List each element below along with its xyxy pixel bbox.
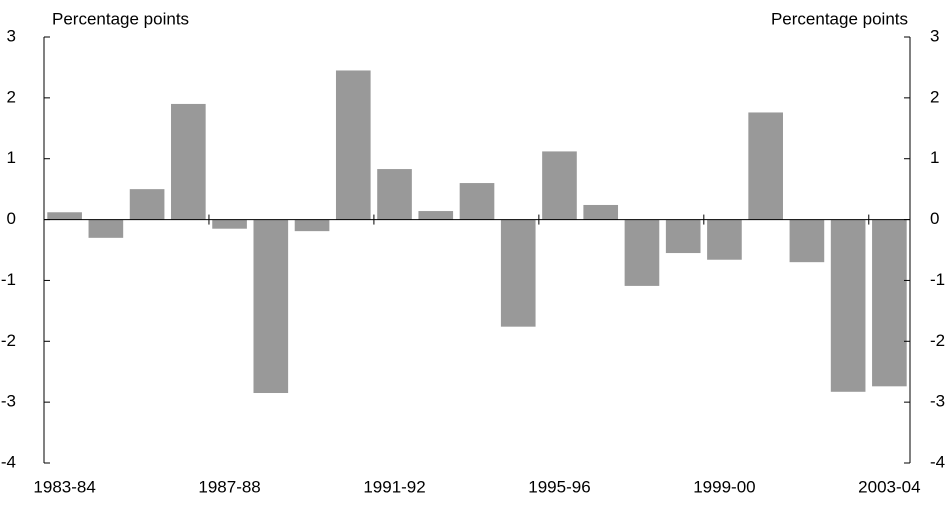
y2-tick-label: 2 [930, 87, 939, 106]
bar [789, 219, 825, 263]
y-tick-label: 3 [7, 26, 16, 45]
bar [129, 189, 165, 220]
bar [872, 219, 907, 387]
y-tick-label: -4 [1, 452, 16, 471]
bar [459, 183, 495, 220]
y2-tick-label: -2 [930, 331, 945, 350]
y-tick-label: 0 [7, 209, 16, 228]
x-tick-label: 1999-00 [693, 477, 755, 496]
bar [542, 151, 577, 220]
bar [253, 219, 289, 394]
bar [335, 70, 371, 220]
y2-tick-label: 0 [930, 209, 939, 228]
y2-tick-label: -1 [930, 270, 945, 289]
y2-tick-label: 1 [930, 148, 939, 167]
bar [583, 204, 619, 220]
bar [377, 169, 412, 220]
x-tick-label: 1991-92 [363, 477, 425, 496]
x-tick-label: 1995-96 [528, 477, 590, 496]
y-tick-label: 1 [7, 148, 16, 167]
bar [418, 211, 454, 220]
bar [294, 219, 330, 232]
y-tick-label: -3 [1, 392, 16, 411]
bar [171, 103, 206, 220]
bar [665, 219, 701, 254]
bar [47, 212, 82, 220]
bar [624, 219, 660, 286]
x-tick-label: 2003-04 [858, 477, 920, 496]
bar [830, 219, 866, 392]
y2-axis-label: Percentage points [771, 9, 908, 28]
y-tick-label: -1 [1, 270, 16, 289]
y2-tick-label: 3 [930, 26, 939, 45]
bar [707, 219, 742, 260]
bar [748, 112, 783, 220]
y-axis-label: Percentage points [52, 9, 189, 28]
bar [88, 219, 124, 238]
x-tick-label: 1987-88 [198, 477, 260, 496]
y2-tick-label: -4 [930, 452, 945, 471]
y2-tick-label: -3 [930, 392, 945, 411]
bar [500, 219, 536, 327]
bar [212, 219, 247, 229]
x-tick-label: 1983-84 [33, 477, 95, 496]
y-tick-label: -2 [1, 331, 16, 350]
y-tick-label: 2 [7, 87, 16, 106]
